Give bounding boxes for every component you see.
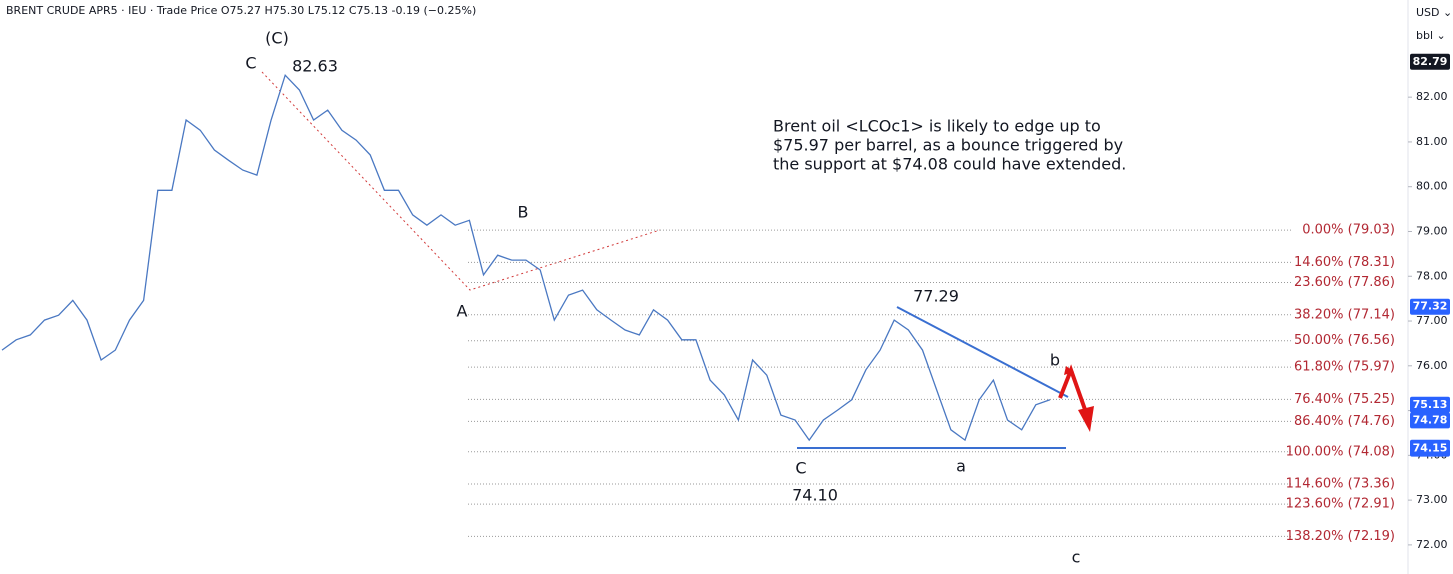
wave-label: b [1050, 351, 1060, 370]
fib-label: 23.60% (77.86) [1294, 275, 1395, 290]
unit[interactable]: bbl ⌄ [1416, 29, 1446, 42]
arrow-tip [1064, 366, 1074, 375]
header: BRENT CRUDE APR5 · IEU · Trade Price O75… [6, 4, 476, 17]
fib-label: 61.80% (75.97) [1294, 360, 1395, 375]
fib-label: 50.00% (76.56) [1294, 333, 1395, 348]
fib-label: 76.40% (75.25) [1294, 392, 1395, 407]
fib-label: 114.60% (73.36) [1286, 477, 1395, 492]
price-badge [1410, 396, 1450, 413]
price-badge-label: 75.13 [1413, 398, 1448, 411]
price-badge-label: 74.78 [1413, 413, 1448, 426]
price-badge [1410, 298, 1450, 315]
y-tick-label: 82.00 [1416, 90, 1448, 103]
price-layer [1, 73, 1292, 537]
price-badge [1410, 412, 1450, 429]
fib-label: 0.00% (79.03) [1302, 223, 1395, 238]
note-line: the support at $74.08 could have extende… [773, 155, 1126, 174]
wave-label: C [795, 459, 806, 478]
wave-label: C [245, 54, 256, 73]
price-badge [1410, 53, 1450, 70]
fib-label: 14.60% (78.31) [1294, 255, 1395, 270]
y-tick-label: 79.00 [1416, 224, 1448, 237]
arrowhead [1078, 406, 1094, 432]
fib-label: 138.20% (72.19) [1286, 529, 1395, 544]
wave-label: c [1072, 548, 1081, 567]
y-tick-label: 77.00 [1416, 314, 1448, 327]
price-badge-label: 77.32 [1413, 300, 1448, 313]
y-tick-label: 73.00 [1416, 493, 1448, 506]
wave-label: 74.10 [792, 486, 838, 505]
y-tick-label: 78.00 [1416, 269, 1448, 282]
note-line: Brent oil <LCOc1> is likely to edge up t… [773, 117, 1101, 136]
fib-label: 123.60% (72.91) [1286, 497, 1395, 512]
y-tick-label: 72.00 [1416, 538, 1448, 551]
wave-label: 82.63 [292, 57, 338, 76]
fib-label: 100.00% (74.08) [1286, 444, 1395, 459]
note-line: $75.97 per barrel, as a bounce triggered… [773, 136, 1123, 155]
wave-label: A [457, 302, 468, 321]
price-badge-label: 74.15 [1413, 442, 1448, 455]
fib-label: 38.20% (77.14) [1294, 307, 1395, 322]
fib-label: 86.40% (74.76) [1294, 414, 1395, 429]
wave-connector [261, 71, 661, 291]
wave-label: (C) [265, 29, 289, 48]
price-line [1, 73, 1051, 442]
y-tick-label: 81.00 [1416, 135, 1448, 148]
wave-label: B [518, 203, 529, 222]
y-tick-label: 76.00 [1416, 359, 1448, 372]
wave-label: 77.29 [913, 287, 959, 306]
currency[interactable]: USD ⌄ [1416, 6, 1452, 19]
price-badge [1410, 440, 1450, 457]
y-tick-label: 80.00 [1416, 180, 1448, 193]
wave-label: a [956, 457, 966, 476]
price-badge-label: 82.79 [1413, 55, 1448, 68]
trendline [896, 306, 1069, 398]
